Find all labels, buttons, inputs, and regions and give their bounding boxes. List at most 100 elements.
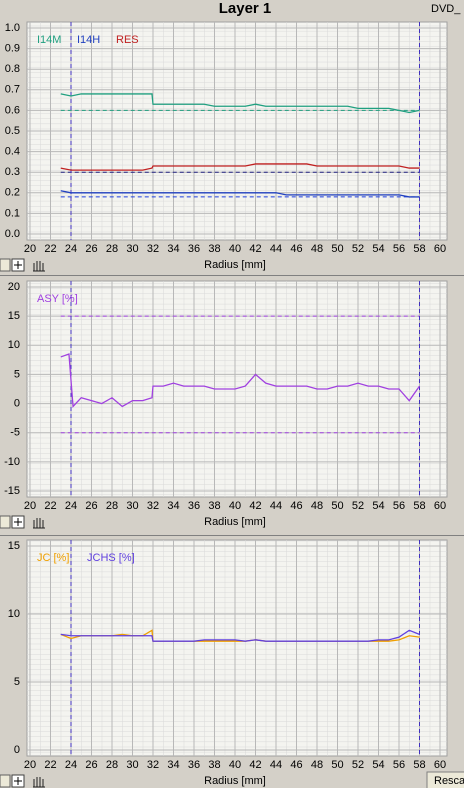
legend-entry: JCHS [%] (87, 552, 135, 564)
x-tick-label: 52 (352, 243, 364, 255)
tool-icon[interactable] (0, 258, 11, 272)
x-tick-label: 56 (393, 243, 405, 255)
x-tick-label: 38 (208, 500, 220, 512)
x-tick-label: 48 (311, 500, 323, 512)
x-tick-label: 28 (106, 759, 118, 771)
x-tick-label: 30 (126, 500, 138, 512)
x-tick-label: 30 (126, 759, 138, 771)
data-line (60, 629, 420, 642)
data-line (60, 93, 420, 114)
x-tick-label: 52 (352, 500, 364, 512)
x-tick-label: 24 (65, 243, 77, 255)
minor-grid (27, 540, 447, 756)
tool-icon[interactable] (0, 774, 11, 788)
x-tick-label: 56 (393, 759, 405, 771)
x-tick-label: 44 (270, 500, 282, 512)
x-tick-label: 36 (188, 243, 200, 255)
x-tick-label: 24 (65, 500, 77, 512)
x-tick-label: 48 (311, 243, 323, 255)
y-tick-label: -5 (10, 427, 20, 439)
legend-entry: I14H (77, 34, 100, 46)
y-tick-label: 5 (14, 368, 20, 380)
x-tick-label: 48 (311, 759, 323, 771)
y-tick-label: 0.2 (5, 187, 20, 199)
x-tick-label: 56 (393, 500, 405, 512)
y-tick-label: -10 (4, 456, 20, 468)
x-tick-label: 24 (65, 759, 77, 771)
x-tick-label: 40 (229, 500, 241, 512)
x-tick-label: 50 (331, 243, 343, 255)
chart-title: Layer 1 (219, 0, 272, 17)
x-tick-label: 60 (434, 759, 446, 771)
y-tick-label: 0.6 (5, 104, 20, 116)
y-tick-label: -15 (4, 485, 20, 497)
x-tick-label: 44 (270, 243, 282, 255)
y-tick-label: 20 (8, 281, 20, 293)
button-label: Resca (434, 775, 464, 787)
y-tick-label: 0 (14, 397, 20, 409)
x-tick-label: 46 (290, 243, 302, 255)
x-tick-label: 60 (434, 500, 446, 512)
y-tick-label: 10 (8, 608, 20, 620)
rescan-button[interactable] (426, 771, 464, 788)
zoom-plus (14, 518, 22, 526)
x-tick-label: 58 (413, 500, 425, 512)
y-tick-label: 0.1 (5, 207, 20, 219)
y-tick-label: 15 (8, 540, 20, 552)
x-tick-label: 26 (85, 500, 97, 512)
y-tick-label: 0.8 (5, 63, 20, 75)
x-tick-label: 42 (249, 759, 261, 771)
pan-icon[interactable] (33, 261, 45, 272)
y-tick-label: 5 (14, 676, 20, 688)
x-tick-label: 46 (290, 759, 302, 771)
y-tick-label: 0.4 (5, 146, 20, 158)
tool-icon[interactable] (0, 515, 11, 529)
x-tick-label: 20 (24, 243, 36, 255)
x-tick-label: 34 (167, 500, 179, 512)
x-tick-label: 54 (372, 243, 384, 255)
data-line (60, 163, 420, 171)
x-tick-label: 50 (331, 500, 343, 512)
pan-icon[interactable] (33, 777, 45, 788)
x-tick-label: 44 (270, 759, 282, 771)
y-tick-label: 0.3 (5, 166, 20, 178)
x-tick-label: 34 (167, 243, 179, 255)
x-tick-label: 28 (106, 243, 118, 255)
y-tick-label: 15 (8, 310, 20, 322)
x-tick-label: 26 (85, 243, 97, 255)
x-tick-label: 46 (290, 500, 302, 512)
pan-icon[interactable] (33, 518, 45, 529)
tab-label[interactable]: DVD_ (431, 3, 461, 15)
x-tick-label: 42 (249, 500, 261, 512)
x-tick-label: 54 (372, 500, 384, 512)
x-tick-label: 40 (229, 243, 241, 255)
zoom-plus (14, 777, 22, 785)
x-tick-label: 38 (208, 759, 220, 771)
legend-entry: JC [%] (37, 552, 69, 564)
x-tick-label: 58 (413, 759, 425, 771)
data-line (60, 353, 421, 409)
x-tick-label: 34 (167, 759, 179, 771)
x-tick-label: 22 (44, 243, 56, 255)
x-tick-label: 28 (106, 500, 118, 512)
x-axis-label: Radius [mm] (204, 775, 266, 787)
x-tick-label: 20 (24, 500, 36, 512)
x-tick-label: 32 (147, 500, 159, 512)
x-tick-label: 20 (24, 759, 36, 771)
legend-entry: I14M (37, 34, 61, 46)
y-tick-label: 0.5 (5, 125, 20, 137)
x-tick-label: 36 (188, 500, 200, 512)
x-tick-label: 50 (331, 759, 343, 771)
x-tick-label: 58 (413, 243, 425, 255)
x-tick-label: 40 (229, 759, 241, 771)
y-tick-label: 10 (8, 339, 20, 351)
x-tick-label: 32 (147, 759, 159, 771)
x-tick-label: 36 (188, 759, 200, 771)
y-tick-label: 0.0 (5, 228, 20, 240)
y-tick-label: 0 (14, 744, 20, 756)
x-tick-label: 54 (372, 759, 384, 771)
legend-entry: RES (116, 34, 139, 46)
x-tick-label: 22 (44, 500, 56, 512)
y-tick-label: 0.9 (5, 43, 20, 55)
